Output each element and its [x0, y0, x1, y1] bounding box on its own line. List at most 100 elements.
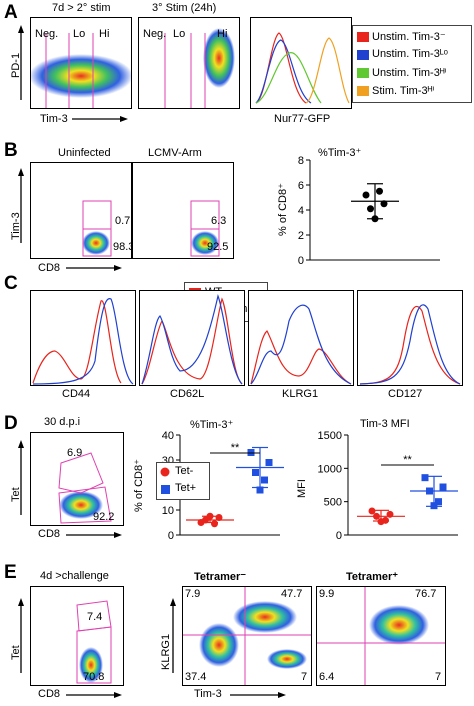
d-chart1-title: %Tim-3⁺ [190, 419, 234, 431]
e-q2-tl: 9.9 [319, 588, 335, 600]
c-xlabel-cd62l: CD62L [170, 388, 205, 400]
d-flow-density [58, 452, 112, 524]
d-xlabel: CD8 [38, 528, 61, 540]
a-legend-swatch-3 [357, 68, 369, 78]
e-plots-xlabel: Tim-3 [194, 688, 222, 700]
a-legend-swatch-4 [357, 86, 369, 96]
a-flow-plot-2: Neg. Lo Hi [138, 17, 240, 109]
data-point [367, 205, 374, 213]
panel-label-b: B [4, 140, 18, 161]
b-plot1-lo-value: 98.3 [113, 241, 131, 253]
b-flow-plot-1: 0.7 98.3 [30, 162, 132, 259]
data-point [439, 483, 447, 491]
e-gate-lo-value: 70.8 [83, 671, 105, 683]
b-plot1-hi-value: 0.7 [115, 215, 131, 227]
c-xlabel-cd44: CD44 [62, 388, 91, 400]
y-tick-label: 10 [162, 505, 174, 517]
e-quadrant-plot-2: 9.9 76.7 6.4 7 [316, 586, 446, 686]
a-gate-lo-label: Lo [73, 28, 86, 40]
e-x-arrow [66, 692, 122, 698]
y-tick-label: 500 [324, 497, 342, 509]
c-xlabel-cd127: CD127 [388, 388, 423, 400]
b-flow-plot-2: 6.3 92.5 [132, 162, 234, 259]
e-plot2-title: Tetramer⁻ [194, 571, 247, 583]
data-point [252, 469, 259, 476]
e-q1-bl: 37.4 [185, 671, 207, 683]
data-point [215, 514, 223, 521]
a-legend-swatch-2 [357, 50, 369, 60]
b-y-arrow [18, 168, 24, 243]
y-tick-label: 2 [298, 230, 304, 242]
c-hist-klrg1-lines [250, 304, 352, 385]
a-hist-xlabel: Nur77-GFP [274, 113, 331, 125]
e-quadrant-plot-1: 7.9 47.7 37.4 7 [182, 586, 312, 686]
data-point [373, 512, 380, 520]
y-tick-label: 1500 [318, 430, 342, 442]
e-flow-plot: 7.4 70.8 [30, 586, 124, 686]
b-plot2-hi-value: 6.3 [211, 215, 227, 227]
data-point [206, 512, 214, 520]
panel-label-e: E [4, 562, 17, 583]
data-point [368, 507, 376, 515]
a-flow-plot-1: Neg. Lo Hi [30, 17, 132, 109]
a-legend-label-1: Unstim. Tim-3⁻ [372, 31, 446, 43]
data-point [386, 510, 394, 518]
data-point [430, 502, 438, 510]
e-quadrant-density-2 [317, 587, 445, 685]
e-quadrant-density-1 [183, 587, 311, 685]
e-xlabel: CD8 [38, 688, 61, 700]
d-y-arrow [18, 440, 24, 515]
d-chart2-title: Tim-3 MFI [360, 418, 410, 430]
e-q1-br: 7 [301, 671, 308, 683]
b-flow-density-1 [82, 200, 112, 257]
d-scatter-chart-2: 0 500 1000 1500 ** [318, 430, 458, 542]
e-q1-tr: 47.7 [281, 588, 303, 600]
b-flow-density-2 [190, 200, 220, 257]
a-y-arrow [18, 25, 24, 100]
data-point [256, 486, 264, 494]
d-legend-label-1: Tet- [175, 465, 194, 477]
b-plot1-title: Uninfected [58, 147, 111, 159]
e-plot3-title: Tetramer⁺ [346, 571, 399, 583]
d-gate-hi-value: 6.9 [67, 447, 83, 459]
significance-label: ** [403, 454, 412, 466]
c-xlabel-klrg1: KLRG1 [282, 388, 319, 400]
d-flow-plot: 6.9 92.2 [30, 432, 124, 526]
a-x-arrow [72, 116, 128, 122]
d-flow-title: 30 d.p.i [44, 416, 81, 428]
e-q2-bl: 6.4 [319, 671, 335, 683]
e-q1-tl: 7.9 [185, 588, 201, 600]
a-histogram [250, 17, 352, 109]
c-hist-cd127-lines [359, 304, 461, 385]
a-gate-lo-label-2: Lo [173, 28, 186, 40]
data-point [362, 191, 370, 199]
a-flow-density-2 [164, 28, 235, 108]
panel-label-c: C [4, 273, 18, 294]
d-legend: Tet- Tet+ [156, 462, 210, 500]
a-gate-neg-label: Neg. [35, 28, 59, 40]
y-tick-label: 0 [168, 530, 174, 542]
b-x-arrow [66, 265, 122, 271]
e-q2-br: 7 [435, 671, 442, 683]
b-plot2-title: LCMV-Arm [148, 147, 202, 159]
b-scatter-chart: 0 2 4 6 8 [298, 155, 440, 267]
a-xlabel: Tim-3 [40, 113, 68, 125]
data-point [421, 474, 429, 482]
e-plots-y-arrow [170, 598, 176, 673]
d-scatter-chart-1: 010203040** [162, 430, 284, 542]
e-flow-title: 4d >challenge [40, 570, 109, 582]
data-point [426, 487, 433, 495]
data-point [211, 520, 218, 528]
a-plot1-title: 7d > 2° stim [52, 2, 111, 14]
a-gate-hi-label: Hi [99, 28, 110, 40]
b-plot2-lo-value: 92.5 [207, 241, 229, 253]
data-point [261, 476, 268, 484]
data-point [376, 187, 383, 195]
y-tick-label: 0 [298, 255, 304, 267]
e-flow-density [76, 600, 112, 684]
panel-label-a: A [4, 2, 18, 23]
a-legend-swatch-1 [357, 32, 369, 42]
c-hist-cd62l [139, 290, 245, 386]
a-gate-hi-label-2: Hi [217, 28, 228, 40]
a-legend-label-4: Stim. Tim-3ᴴⁱ [372, 85, 435, 97]
